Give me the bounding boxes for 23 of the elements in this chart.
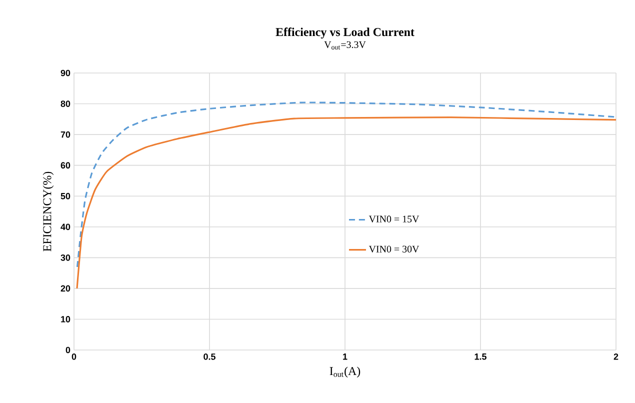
x-tick-label: 1 — [343, 354, 348, 360]
y-tick-label: 20 — [60, 285, 70, 292]
y-tick-label: 60 — [60, 162, 70, 169]
y-tick-label: 30 — [60, 254, 70, 261]
y-tick-label: 40 — [60, 224, 70, 230]
y-tick-label: 0 — [66, 346, 70, 354]
y-tick-label: 50 — [60, 192, 70, 200]
x-tick-label: 2 — [614, 354, 618, 360]
x-tick-label: 0.5 — [204, 354, 216, 360]
legend-label: VIN0 = 15V — [368, 216, 420, 222]
legend-label: VIN0 = 30V — [368, 246, 420, 253]
chart-title: Efficiency vs Load Current — [276, 28, 414, 39]
x-tick-label: 1.5 — [474, 354, 486, 360]
y-tick-label: 70 — [60, 131, 70, 138]
y-tick-label: 10 — [61, 316, 70, 322]
chart-subtitle: V$_{out}$=3.3V — [324, 41, 366, 50]
x-axis-title: I$_{out}$(A) — [330, 366, 360, 378]
y-tick-label: 80 — [60, 100, 70, 107]
line-series — [76, 102, 616, 268]
line-series — [76, 116, 616, 290]
y-tick-label: 90 — [60, 70, 70, 76]
x-tick-label: 0 — [72, 354, 76, 360]
y-axis-title: EFICIENCY(%) — [42, 172, 54, 252]
